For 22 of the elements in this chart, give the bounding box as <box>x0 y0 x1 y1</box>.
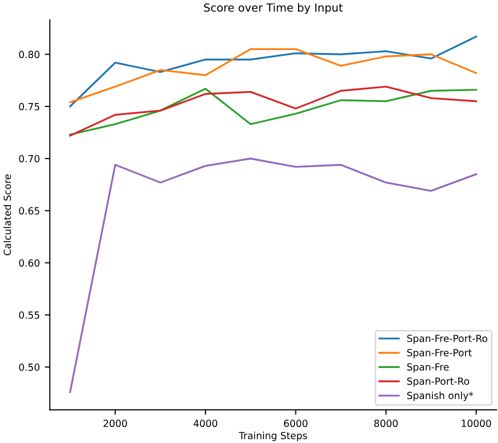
legend-label: Span-Fre-Port <box>407 348 472 358</box>
y-tick-label: 0.55 <box>19 311 40 319</box>
line-series <box>69 48 478 104</box>
legend-label: Span-Fre-Port-Ro <box>407 334 488 344</box>
y-tick-label: 0.75 <box>19 102 40 110</box>
x-tick-label: 2000 <box>104 420 127 428</box>
y-tick-label: 0.70 <box>19 155 40 162</box>
x-tick-label: 4000 <box>194 420 218 428</box>
y-tick-label: 0.80 <box>19 50 40 58</box>
x-tick-label: 6000 <box>284 420 308 428</box>
legend-label: Span-Port-Ro <box>407 378 470 387</box>
y-axis-title: Calculated Score <box>3 174 11 256</box>
y-tick-label: 0.50 <box>19 364 40 371</box>
y-tick-label: 0.65 <box>19 207 40 215</box>
x-tick-label: 10000 <box>462 420 492 428</box>
chart-title: Score over Time by Input <box>204 3 343 14</box>
legend-label: Span-Fre <box>407 363 449 372</box>
legend-label: Spanish only* <box>407 392 474 402</box>
line-series <box>69 36 478 108</box>
y-tick-label: 0.60 <box>19 259 40 267</box>
x-tick-label: 8000 <box>374 420 398 428</box>
x-axis-title: Training Steps <box>238 432 308 442</box>
